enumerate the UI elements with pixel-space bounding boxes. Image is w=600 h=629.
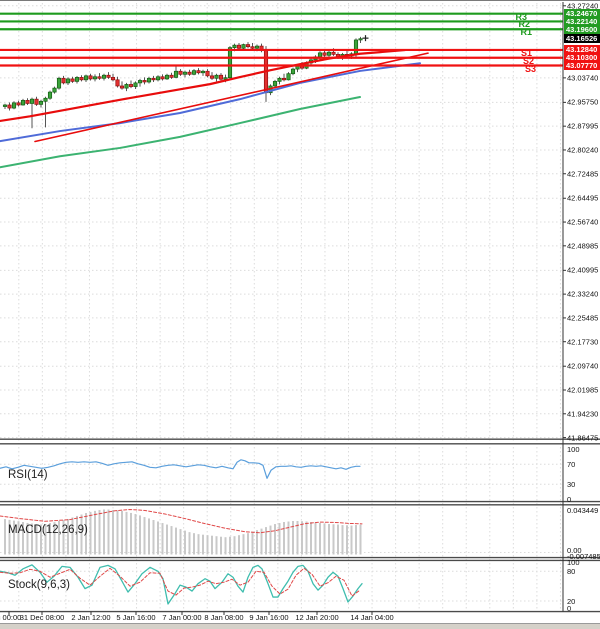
price-tick-label: 42.33240	[567, 289, 599, 299]
macd-indicator-label: MACD(12,26,9)	[8, 524, 88, 536]
time-tick-label: 8 Jan 08:00	[204, 613, 244, 622]
price-tick-label: 42.56740	[567, 217, 599, 227]
stoch-axis-100: 100	[567, 558, 580, 567]
rsi-axis-100: 100	[567, 445, 580, 454]
time-tick-label: 7 Jan 00:00	[162, 613, 202, 622]
price-tick-label: 43.27240	[567, 1, 599, 11]
macd-axis-max: 0.043449	[567, 506, 599, 515]
pivot-line-label-s3: S3	[524, 63, 536, 74]
rsi-axis-70: 70	[567, 460, 576, 469]
price-tick-label: 42.01985	[567, 385, 599, 395]
current-price-badge: 43.16526	[564, 34, 600, 44]
pivot-badge-r1: 43.19600	[564, 24, 600, 34]
price-tick-label: 42.48985	[567, 241, 599, 251]
pivot-line-label-s1: S1	[520, 47, 532, 58]
pivot-badge-s3: 43.07770	[564, 61, 600, 70]
stoch-axis-80: 80	[567, 566, 576, 576]
pivot-badge-s2: 43.10300	[564, 53, 600, 63]
price-tick-label: 41.86475	[567, 433, 599, 443]
pivot-line-label-r1: R1	[520, 27, 532, 38]
price-tick-label: 42.87995	[567, 121, 599, 131]
price-tick-label: 42.80240	[567, 145, 599, 155]
macd-axis-zero: 0.00	[567, 545, 582, 555]
time-tick-label: 14 Jan 04:00	[350, 613, 394, 622]
rsi-axis-0: 0	[567, 494, 572, 504]
time-tick-label: 12 Jan 20:00	[295, 613, 339, 622]
rsi-axis-30: 30	[567, 480, 576, 489]
price-tick-label: 42.17730	[567, 337, 599, 347]
time-tick-label: 5 Jan 16:00	[116, 613, 156, 622]
stoch-axis-0: 0	[567, 603, 572, 613]
time-tick-label: 9 Jan 16:00	[249, 613, 289, 622]
price-tick-label: 42.09740	[567, 361, 599, 371]
time-tick-label: 31 Dec 08:00	[19, 613, 65, 622]
stoch-axis-20: 20	[567, 596, 576, 606]
price-tick-label: 42.40995	[567, 265, 599, 275]
pivot-badge-r3: 43.24670	[564, 9, 600, 19]
pivot-badge-s1: 43.12840	[564, 45, 600, 55]
price-tick-label: 41.94230	[567, 409, 599, 419]
bottom-status-strip	[0, 623, 600, 629]
price-tick-label: 42.72485	[567, 169, 599, 179]
pivot-line-label-s2: S2	[522, 55, 534, 66]
macd-axis-min: -0.007485	[567, 551, 600, 561]
price-tick-label: 42.25485	[567, 313, 599, 323]
stochastic-indicator-label: Stock(9,6,3)	[8, 579, 70, 591]
rsi-indicator-label: RSI(14)	[8, 469, 48, 481]
price-tick-label: 43.03740	[567, 73, 599, 83]
pivot-badge-r2: 43.22140	[564, 16, 600, 26]
price-tick-label: 42.95750	[567, 97, 599, 107]
pivot-line-label-r2: R2	[518, 19, 530, 30]
price-tick-label: 42.64495	[567, 193, 599, 203]
time-tick-label: c 00:00	[0, 613, 22, 622]
pivot-line-label-r3: R3	[515, 11, 527, 22]
time-tick-label: 2 Jan 12:00	[71, 613, 111, 622]
